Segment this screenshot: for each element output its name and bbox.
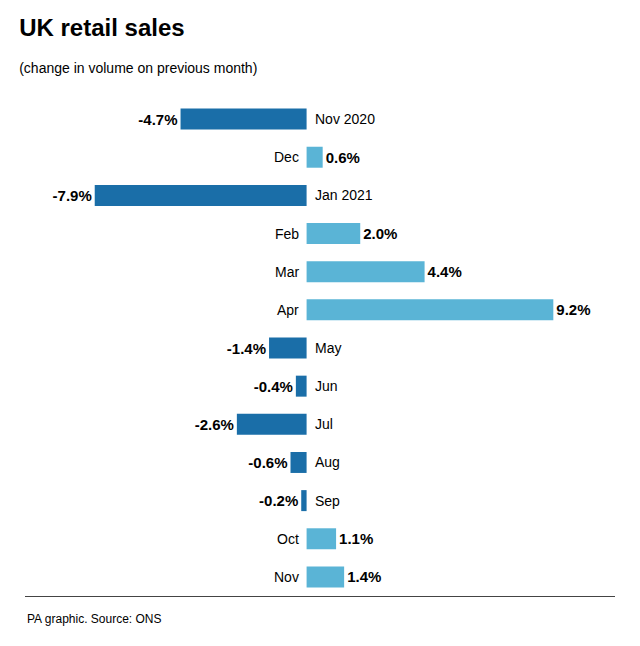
svg-text:Nov: Nov — [274, 569, 299, 585]
svg-text:-2.6%: -2.6% — [195, 416, 234, 433]
svg-text:PA graphic. Source: ONS: PA graphic. Source: ONS — [27, 612, 162, 626]
svg-text:Mar: Mar — [275, 264, 299, 280]
svg-text:9.2%: 9.2% — [556, 301, 590, 318]
svg-text:Oct: Oct — [277, 531, 299, 547]
svg-text:-1.4%: -1.4% — [227, 340, 266, 357]
svg-text:UK retail sales: UK retail sales — [19, 14, 184, 41]
svg-text:Sep: Sep — [315, 493, 340, 509]
svg-text:May: May — [315, 340, 341, 356]
svg-text:2.0%: 2.0% — [363, 225, 397, 242]
svg-text:-4.7%: -4.7% — [138, 111, 177, 128]
svg-text:-0.6%: -0.6% — [248, 454, 287, 471]
svg-text:Jul: Jul — [315, 416, 333, 432]
svg-text:-0.2%: -0.2% — [259, 492, 298, 509]
svg-text:-7.9%: -7.9% — [53, 187, 92, 204]
svg-text:Feb: Feb — [275, 226, 299, 242]
svg-text:Apr: Apr — [277, 302, 299, 318]
svg-text:Jan 2021: Jan 2021 — [315, 187, 373, 203]
svg-text:1.1%: 1.1% — [339, 530, 373, 547]
svg-text:0.6%: 0.6% — [326, 149, 360, 166]
svg-text:Jun: Jun — [315, 378, 338, 394]
svg-text:4.4%: 4.4% — [428, 263, 462, 280]
svg-text:Dec: Dec — [274, 149, 299, 165]
svg-text:Nov 2020: Nov 2020 — [315, 111, 375, 127]
svg-text:(change in volume on previous: (change in volume on previous month) — [19, 60, 257, 76]
svg-text:1.4%: 1.4% — [347, 568, 381, 585]
svg-text:Aug: Aug — [315, 454, 340, 470]
svg-text:-0.4%: -0.4% — [254, 378, 293, 395]
